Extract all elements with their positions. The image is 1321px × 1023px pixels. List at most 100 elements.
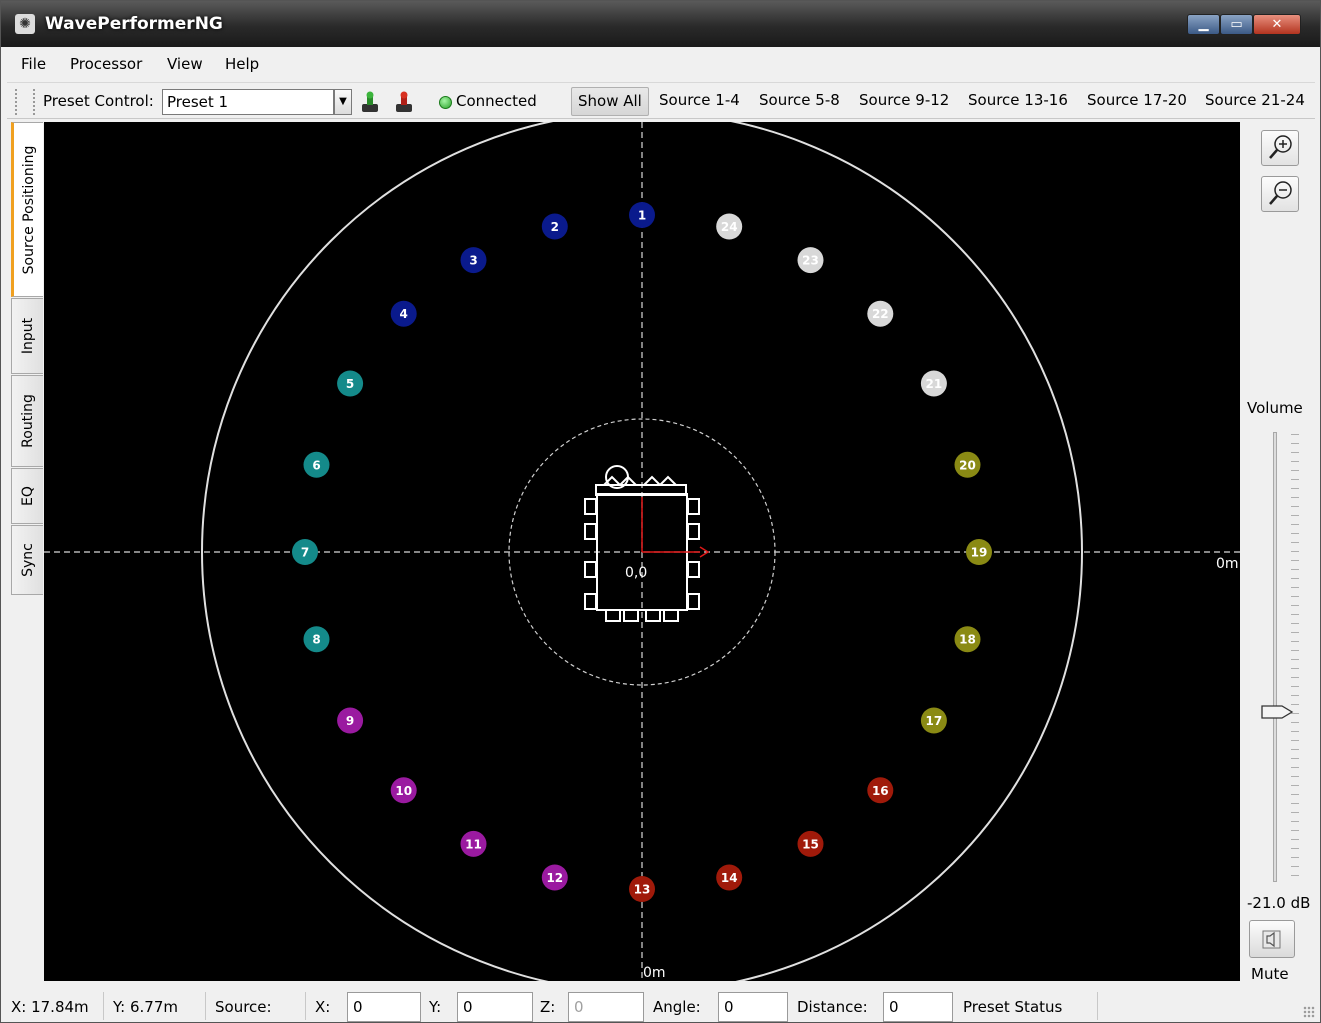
- menu-processor[interactable]: Processor: [70, 55, 143, 73]
- zoom-in-button[interactable]: [1261, 130, 1299, 166]
- distance-field[interactable]: 0: [883, 992, 953, 1022]
- source-13-16-button[interactable]: Source 13-16: [968, 91, 1068, 109]
- source-dot-circle[interactable]: [390, 777, 417, 804]
- source-dot-9[interactable]: 9: [337, 707, 364, 734]
- source-dot-circle[interactable]: [920, 707, 947, 734]
- z-position-field: 0: [568, 992, 644, 1022]
- source-dot-21[interactable]: 21: [920, 370, 947, 397]
- maximize-button[interactable]: ▭: [1220, 14, 1253, 35]
- y-position-field[interactable]: 0: [457, 992, 533, 1022]
- source-dot-5[interactable]: 5: [337, 370, 364, 397]
- source-dot-label: 8: [312, 633, 320, 647]
- source-dot-12[interactable]: 12: [541, 864, 568, 891]
- volume-slider-handle[interactable]: [1261, 704, 1295, 720]
- cursor-y-readout: Y: 6.77m: [113, 998, 179, 1016]
- load-preset-icon[interactable]: [358, 90, 382, 114]
- angle-field[interactable]: 0: [718, 992, 788, 1022]
- source-dot-14[interactable]: 14: [716, 864, 743, 891]
- distance-field-label: Distance:: [797, 998, 868, 1016]
- x-position-field[interactable]: 0: [347, 992, 421, 1022]
- source-dot-3[interactable]: 3: [460, 247, 487, 274]
- menu-view[interactable]: View: [167, 55, 203, 73]
- source-dot-10[interactable]: 10: [390, 777, 417, 804]
- source-dot-2[interactable]: 2: [541, 213, 568, 240]
- origin-label: 0,0: [625, 565, 647, 581]
- menu-help[interactable]: Help: [225, 55, 260, 73]
- source-dot-6[interactable]: 6: [303, 451, 330, 478]
- toolbar-grip[interactable]: [33, 89, 37, 115]
- source-dot-circle[interactable]: [629, 202, 655, 228]
- tab-eq[interactable]: EQ: [11, 468, 43, 524]
- source-dot-16[interactable]: 16: [867, 777, 894, 804]
- source-dot-circle[interactable]: [716, 213, 743, 240]
- source-dot-circle[interactable]: [541, 213, 568, 240]
- source-dot-circle[interactable]: [954, 451, 981, 478]
- source-dot-circle[interactable]: [460, 830, 487, 857]
- source-21-24-button[interactable]: Source 21-24: [1205, 91, 1305, 109]
- tab-input[interactable]: Input: [11, 298, 43, 374]
- source-17-20-button[interactable]: Source 17-20: [1087, 91, 1187, 109]
- tab-routing[interactable]: Routing: [11, 375, 43, 467]
- show-all-button[interactable]: Show All: [571, 87, 649, 116]
- source-dot-label: 21: [926, 377, 943, 391]
- source-dot-circle[interactable]: [920, 370, 947, 397]
- source-dot-circle[interactable]: [337, 707, 364, 734]
- source-positioning-canvas[interactable]: 0,0 0m 0m 1 2 3 4 5 6 7 8 9 10 11 12 13 14 15 16 17 18 19 2…: [44, 122, 1240, 981]
- source-dot-circle[interactable]: [954, 626, 981, 653]
- tab-sync[interactable]: Sync: [11, 525, 43, 595]
- source-dot-label: 22: [872, 307, 889, 321]
- source-dot-circle[interactable]: [867, 777, 894, 804]
- source-dot-11[interactable]: 11: [460, 830, 487, 857]
- source-dot-22[interactable]: 22: [867, 300, 894, 327]
- volume-slider-track[interactable]: [1273, 432, 1277, 882]
- minimize-button[interactable]: ▁: [1187, 14, 1220, 35]
- source-dot-7[interactable]: 7: [292, 539, 318, 565]
- zoom-out-button[interactable]: [1261, 176, 1299, 212]
- source-dot-8[interactable]: 8: [303, 626, 330, 653]
- chevron-down-icon[interactable]: ▼: [334, 89, 352, 115]
- preset-combo-input[interactable]: Preset 1: [162, 89, 334, 115]
- source-dot-circle[interactable]: [797, 247, 824, 274]
- source-dot-17[interactable]: 17: [920, 707, 947, 734]
- source-dot-23[interactable]: 23: [797, 247, 824, 274]
- source-dot-24[interactable]: 24: [716, 213, 743, 240]
- source-dot-circle[interactable]: [460, 247, 487, 274]
- menu-file[interactable]: File: [21, 55, 47, 73]
- positioning-stage[interactable]: 0,0 0m 0m 123456789101112131415161718192…: [44, 122, 1240, 981]
- source-dot-circle[interactable]: [303, 451, 330, 478]
- source-1-4-button[interactable]: Source 1-4: [659, 91, 740, 109]
- source-dot-circle[interactable]: [292, 539, 318, 565]
- source-dot-4[interactable]: 4: [390, 300, 417, 327]
- source-dot-15[interactable]: 15: [797, 830, 824, 857]
- source-dot-18[interactable]: 18: [954, 626, 981, 653]
- source-dot-circle[interactable]: [797, 830, 824, 857]
- source-dot-label: 17: [926, 714, 943, 728]
- source-dot-circle[interactable]: [303, 626, 330, 653]
- source-dot-circle[interactable]: [966, 539, 992, 565]
- outer-range-ring: [201, 122, 1083, 981]
- mute-button[interactable]: [1249, 920, 1295, 958]
- resize-grip-icon[interactable]: [1303, 1006, 1315, 1018]
- menu-bar: File Processor View Help: [7, 49, 1315, 79]
- source-dot-label: 14: [721, 871, 738, 885]
- source-dot-circle[interactable]: [716, 864, 743, 891]
- source-dot-13[interactable]: 13: [629, 876, 655, 902]
- speaker-icon: [1262, 930, 1281, 949]
- toolbar-grip[interactable]: [15, 89, 19, 115]
- source-9-12-button[interactable]: Source 9-12: [859, 91, 950, 109]
- source-dot-circle[interactable]: [337, 370, 364, 397]
- save-preset-icon[interactable]: [392, 90, 416, 114]
- source-dot-circle[interactable]: [867, 300, 894, 327]
- source-dot-1[interactable]: 1: [629, 202, 655, 228]
- close-button[interactable]: ✕: [1253, 14, 1301, 35]
- tab-source-positioning[interactable]: Source Positioning: [11, 122, 43, 297]
- source-dot-19[interactable]: 19: [966, 539, 992, 565]
- source-dot-circle[interactable]: [541, 864, 568, 891]
- source-dot-20[interactable]: 20: [954, 451, 981, 478]
- source-dot-circle[interactable]: [390, 300, 417, 327]
- source-dot-circle[interactable]: [629, 876, 655, 902]
- y-axis-distance-label: 0m: [643, 965, 666, 981]
- source-5-8-button[interactable]: Source 5-8: [759, 91, 840, 109]
